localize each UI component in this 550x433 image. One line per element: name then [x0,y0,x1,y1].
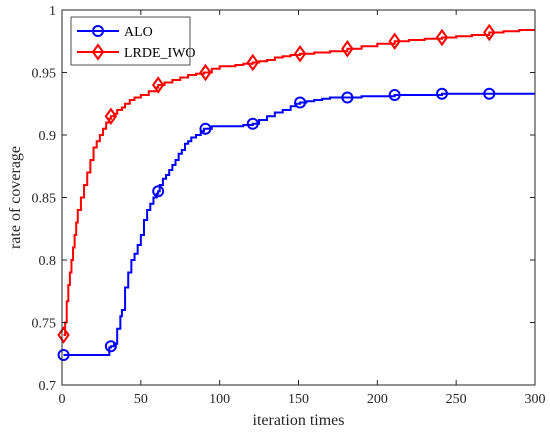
data-point [388,89,401,101]
y-tick-label: 1 [49,4,56,19]
legend-label: ALO [124,25,153,40]
series-line [63,92,535,356]
data-point [152,185,165,198]
data-point [104,340,117,353]
series-layer [57,23,535,361]
legend-label: LRDE_IWO [124,46,196,61]
x-tick-label: 0 [59,392,66,407]
legend-entry: ALO [77,25,153,40]
ticks-layer: 0 50 100 150 200 250 300 0.7 0.75 0.8 0.85 0.9 0.95 1 [32,4,546,407]
data-point [246,53,260,72]
legend-marker [91,43,105,61]
legend: ALO LRDE_IWO [70,16,196,66]
data-point [199,122,212,135]
x-tick-label: 250 [446,392,467,407]
data-point [483,23,496,42]
data-point [435,28,449,47]
x-tick-label: 50 [134,392,148,407]
legend-box [70,16,191,66]
series-line [63,29,535,336]
data-point [151,76,165,94]
x-tick-label: 150 [288,392,309,407]
legend-marker [92,25,104,37]
data-point [341,91,354,104]
data-point [246,117,259,130]
data-point [388,32,401,50]
data-point [293,45,307,63]
data-point [57,349,70,361]
y-axis-title: rate of coverage [7,146,24,249]
series-2 [57,23,535,344]
data-point [341,40,354,58]
y-tick-label: 0.9 [39,129,57,144]
data-point [199,63,212,82]
x-tick-label: 100 [209,392,230,407]
x-axis-title: iteration times [253,412,345,429]
data-point [104,107,118,125]
data-point [483,87,496,100]
data-point [57,326,70,344]
y-tick-label: 0.95 [32,67,57,82]
data-point [435,87,448,100]
y-tick-label: 0.7 [39,379,57,394]
series-1 [57,87,535,361]
legend-entry: LRDE_IWO [77,43,196,61]
x-tick-label: 200 [367,392,388,407]
x-tick-label: 300 [525,392,546,407]
plot-area [62,10,535,385]
y-tick-label: 0.8 [39,254,57,269]
y-tick-label: 0.85 [32,192,57,207]
data-point [294,96,307,109]
y-tick-label: 0.75 [32,317,57,332]
